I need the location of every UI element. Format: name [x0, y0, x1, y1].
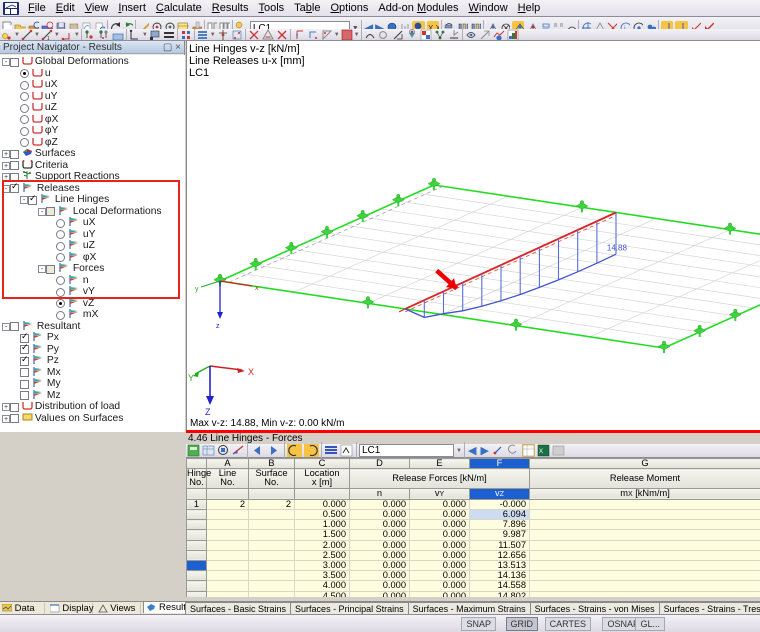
svg-text:z: z — [216, 323, 220, 330]
svg-text:x: x — [255, 285, 259, 292]
svg-text:y: y — [195, 286, 199, 293]
svg-text:X: X — [539, 449, 543, 455]
svg-text:1: 1 — [47, 36, 50, 41]
svg-text:X: X — [248, 367, 254, 377]
svg-text:14.88: 14.88 — [607, 243, 628, 252]
svg-text:Y: Y — [188, 373, 194, 383]
svg-text:Z: Z — [205, 407, 211, 417]
